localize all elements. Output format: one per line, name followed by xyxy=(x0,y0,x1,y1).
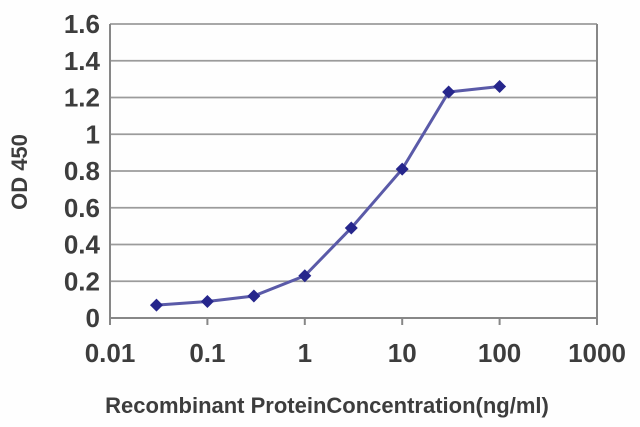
y-tick-label: 0.8 xyxy=(64,156,100,186)
y-tick-label: 0.4 xyxy=(64,230,101,260)
x-tick-label: 1 xyxy=(298,338,312,368)
y-tick-label: 1.6 xyxy=(64,9,100,39)
data-point-marker xyxy=(442,85,456,99)
x-tick-label: 0.01 xyxy=(85,338,136,368)
x-tick-label: 100 xyxy=(478,338,521,368)
y-tick-label: 0.6 xyxy=(64,193,100,223)
y-tick-label: 0.2 xyxy=(64,266,100,296)
data-point-marker xyxy=(247,289,261,303)
data-point-marker xyxy=(344,221,358,235)
data-point-marker xyxy=(395,162,409,176)
data-point-marker xyxy=(200,294,214,308)
x-tick-label: 10 xyxy=(388,338,417,368)
data-point-marker xyxy=(149,298,163,312)
series-line xyxy=(156,84,500,307)
data-point-marker xyxy=(298,269,312,283)
y-tick-label: 1 xyxy=(86,119,100,149)
x-axis-title: Recombinant ProteinConcentration(ng/ml) xyxy=(105,393,549,418)
x-tick-label: 0.1 xyxy=(189,338,225,368)
data-point-marker xyxy=(493,79,507,93)
x-tick-label: 1000 xyxy=(568,338,626,368)
y-tick-label: 1.2 xyxy=(64,83,100,113)
y-tick-label: 0 xyxy=(86,303,100,333)
y-tick-label: 1.4 xyxy=(64,46,101,76)
